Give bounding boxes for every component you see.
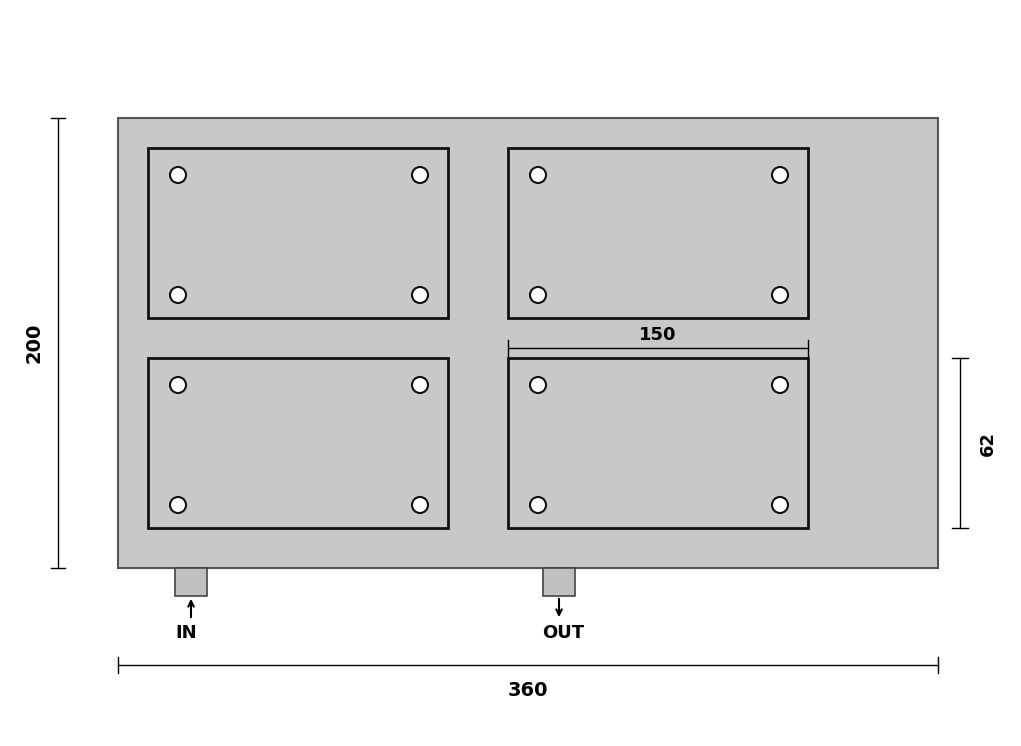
Text: 200: 200 [25,323,44,363]
Circle shape [171,167,186,183]
Text: IN: IN [175,624,197,642]
Bar [175,568,207,596]
Circle shape [530,377,546,393]
Circle shape [412,287,428,303]
Circle shape [171,497,186,513]
Circle shape [772,287,788,303]
Bar [118,118,938,568]
Circle shape [171,377,186,393]
Circle shape [530,497,546,513]
Circle shape [772,377,788,393]
Circle shape [412,497,428,513]
Circle shape [171,287,186,303]
Text: 62: 62 [979,430,996,456]
Circle shape [412,167,428,183]
Bar [148,148,448,318]
Bar [508,148,808,318]
Bar [508,358,808,528]
Circle shape [772,497,788,513]
Text: OUT: OUT [542,624,584,642]
Bar [543,568,575,596]
Circle shape [412,377,428,393]
Circle shape [772,167,788,183]
Circle shape [530,167,546,183]
Circle shape [530,287,546,303]
Text: 360: 360 [507,680,548,700]
Text: 150: 150 [639,326,677,344]
Bar [148,358,448,528]
